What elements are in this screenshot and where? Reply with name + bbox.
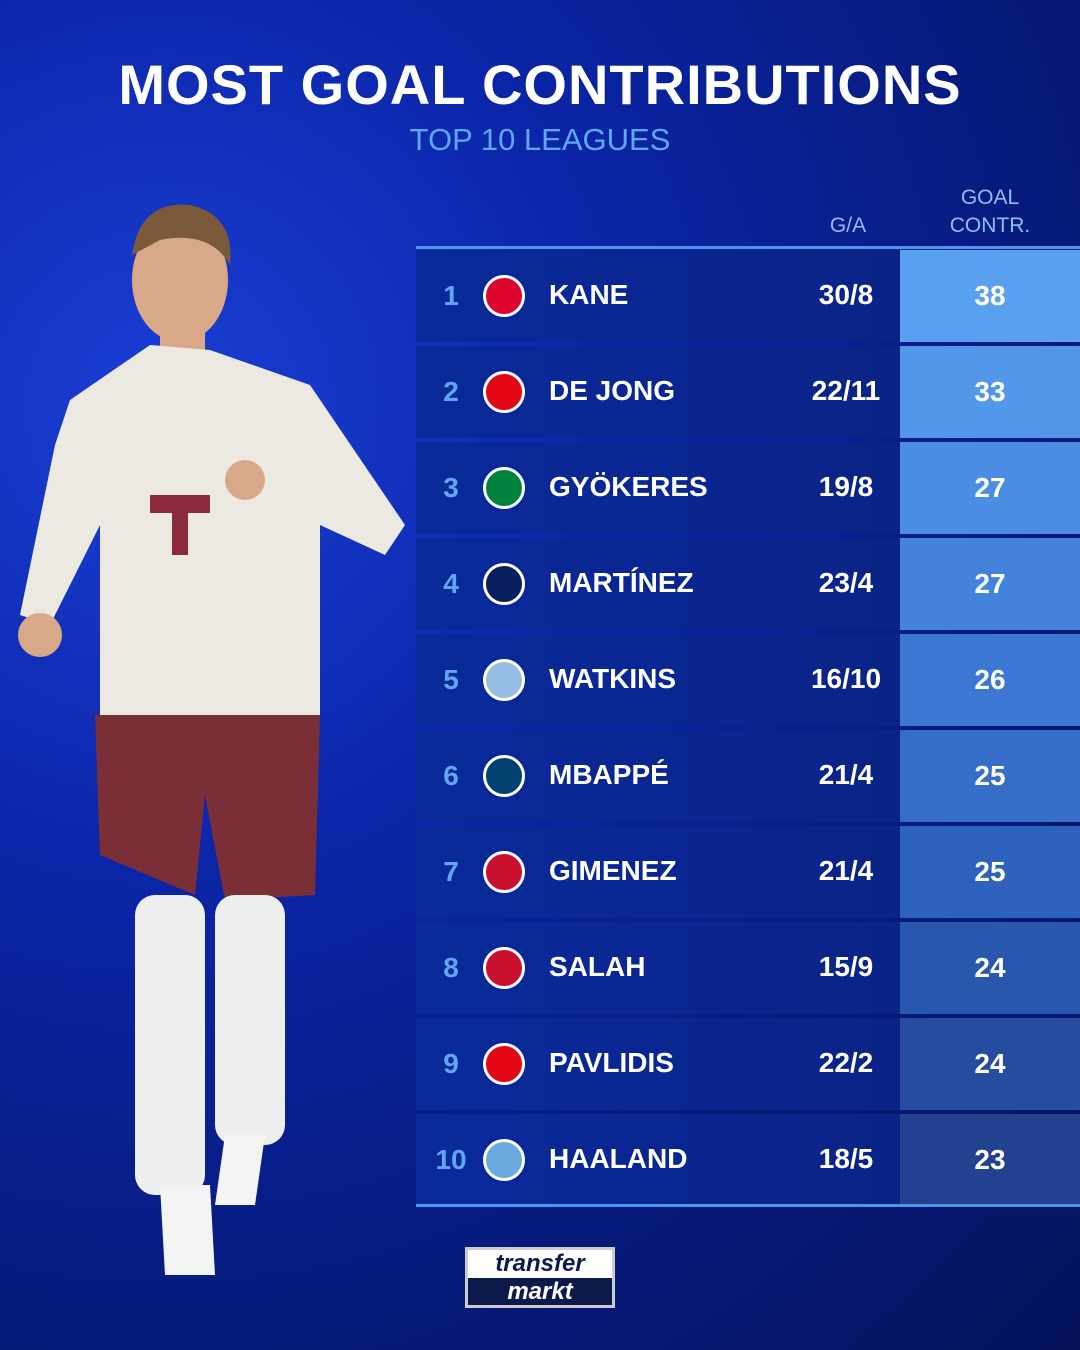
goals-assists: 22/2: [818, 1047, 874, 1078]
player-name: PAVLIDIS: [549, 1047, 674, 1078]
rank-number: 10: [435, 1144, 467, 1175]
goal-contributions: 25: [900, 730, 1080, 822]
club-crest-icon: [483, 1139, 525, 1181]
goals-assists: 22/11: [811, 375, 881, 406]
rank-number: 2: [443, 376, 459, 407]
table-row: 10 HAALAND 18/5 23: [416, 1114, 1080, 1206]
page-subtitle: TOP 10 LEAGUES: [409, 122, 671, 157]
table-row: 1 KANE 30/8 38: [416, 250, 1080, 342]
table-row: 9 PAVLIDIS 22/2 24: [416, 1018, 1080, 1110]
club-crest-icon: [483, 659, 525, 701]
goal-contributions: 38: [900, 250, 1080, 342]
player-name: HAALAND: [549, 1143, 688, 1174]
rank-number: 5: [443, 664, 459, 695]
table-top-divider: [416, 246, 1080, 249]
table-row: 6 MBAPPÉ 21/4 25: [416, 730, 1080, 822]
goal-contributions: 24: [900, 922, 1080, 1014]
club-crest-icon: [483, 563, 525, 605]
player-name: GYÖKERES: [549, 471, 708, 502]
goal-contributions: 33: [900, 346, 1080, 438]
goals-assists: 18/5: [818, 1143, 874, 1174]
club-crest-icon: [483, 1043, 525, 1085]
goal-contributions: 26: [900, 634, 1080, 726]
club-crest-icon: [483, 851, 525, 893]
player-name: KANE: [549, 279, 629, 310]
rank-number: 9: [443, 1048, 459, 1079]
player-name: SALAH: [549, 951, 646, 982]
goal-contributions: 23: [900, 1114, 1080, 1206]
rank-number: 7: [443, 856, 459, 887]
logo-line2: markt: [507, 1278, 573, 1305]
table-row: 5 WATKINS 16/10 26: [416, 634, 1080, 726]
logo-line1: transfer: [468, 1250, 612, 1278]
goals-assists: 21/4: [818, 759, 874, 790]
club-crest-icon: [483, 371, 525, 413]
player-name: DE JONG: [549, 375, 676, 406]
club-crest-icon: [483, 467, 525, 509]
club-crest-icon: [483, 275, 525, 317]
header-goal-contr-line2: CONTR.: [949, 214, 1031, 237]
goals-assists: 15/9: [818, 951, 874, 982]
table-bottom-divider: [416, 1204, 1080, 1207]
player-name: GIMENEZ: [549, 855, 677, 886]
rank-number: 6: [443, 760, 459, 791]
table-row: 8 SALAH 15/9 24: [416, 922, 1080, 1014]
goals-assists: 23/4: [818, 567, 874, 598]
table-row: 3 GYÖKERES 19/8 27: [416, 442, 1080, 534]
rank-number: 1: [443, 280, 459, 311]
goals-assists: 16/10: [810, 663, 882, 694]
goals-assists: 30/8: [818, 279, 874, 310]
rank-number: 3: [443, 472, 459, 503]
table-row: 7 GIMENEZ 21/4 25: [416, 826, 1080, 918]
goal-contributions: 27: [900, 538, 1080, 630]
player-photo: [10, 195, 420, 1285]
goal-contributions: 24: [900, 1018, 1080, 1110]
goal-contributions: 27: [900, 442, 1080, 534]
goals-assists: 21/4: [818, 855, 874, 886]
goals-assists: 19/8: [818, 471, 874, 502]
rank-number: 8: [443, 952, 459, 983]
page-title: MOST GOAL CONTRIBUTIONS: [118, 53, 962, 116]
table-row: 2 DE JONG 22/11 33: [416, 346, 1080, 438]
header-goal-contr: GOAL CONTR.: [930, 184, 1050, 240]
club-crest-icon: [483, 755, 525, 797]
transfermarkt-logo: transfer markt: [465, 1247, 615, 1308]
table-row: 4 MARTÍNEZ 23/4 27: [416, 538, 1080, 630]
header-goal-contr-line1: GOAL: [960, 186, 1020, 209]
player-name: WATKINS: [549, 663, 677, 694]
rank-number: 4: [443, 568, 459, 599]
header-ga: G/A: [829, 214, 867, 237]
goal-contributions: 25: [900, 826, 1080, 918]
player-name: MARTÍNEZ: [549, 567, 694, 598]
club-crest-icon: [483, 947, 525, 989]
player-name: MBAPPÉ: [549, 759, 669, 790]
